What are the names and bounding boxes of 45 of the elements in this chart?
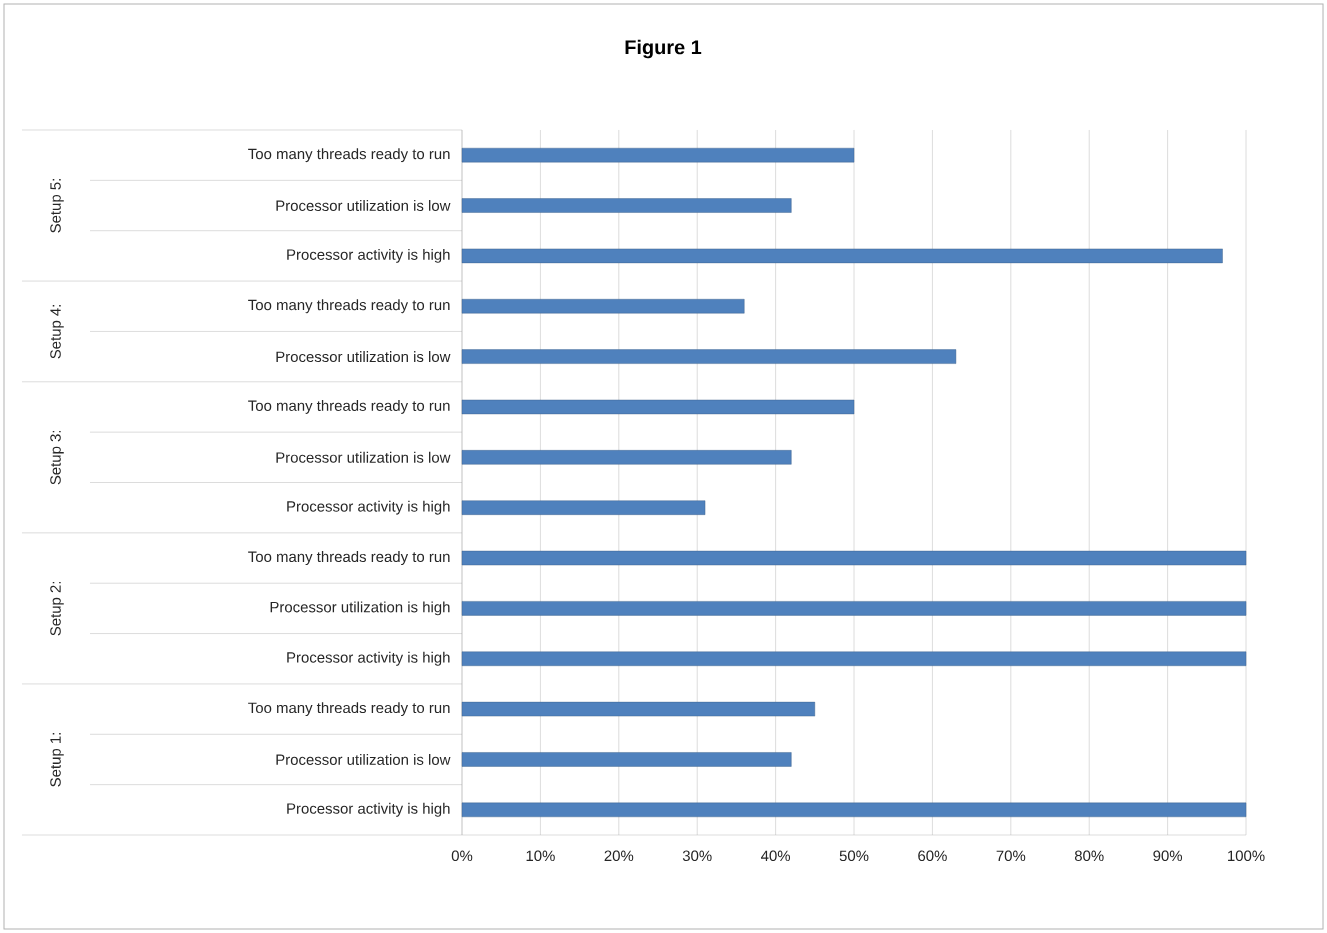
bar: [461, 198, 792, 213]
x-tick-label: 20%: [604, 850, 634, 862]
y-tick-label: Processor utilization is low: [276, 351, 451, 363]
x-tick-label: 70%: [996, 850, 1026, 862]
bar: [461, 802, 1247, 818]
x-tick-label: 90%: [1153, 850, 1183, 862]
y-tick-label: Too many threads ready to run: [248, 148, 450, 163]
y-tick-label: Too many threads ready to run: [248, 299, 450, 314]
bar: [461, 651, 1247, 666]
bar: [461, 147, 855, 163]
bar: [461, 752, 792, 767]
bar: [461, 550, 1247, 566]
y-tick-label: Processor activity is high: [287, 248, 450, 263]
y-tick-label: Processor utilization is low: [276, 753, 451, 765]
y-tick-label: Processor activity is high: [287, 802, 450, 817]
y-tick-label: Processor activity is high: [287, 651, 450, 666]
bar: [461, 601, 1247, 616]
x-tick-label: 80%: [1074, 850, 1104, 862]
chart-title: Figure 1: [625, 39, 702, 59]
bar: [461, 248, 1223, 264]
bar: [461, 500, 706, 515]
text: Setup 5:: [50, 179, 64, 233]
x-tick-label: 50%: [839, 850, 869, 862]
y-tick-label: Too many threads ready to run: [248, 551, 450, 565]
y-tick-label: Processor utilization is low: [276, 451, 451, 463]
x-tick-label: 30%: [682, 850, 712, 862]
x-tick-label: 60%: [918, 850, 947, 862]
x-tick-label: 40%: [761, 850, 791, 862]
y-tick-label: Processor utilization is low: [276, 200, 451, 212]
y-tick-label: Too many threads ready to run: [248, 702, 450, 717]
bar: [461, 701, 816, 717]
x-tick-label: 100%: [1228, 850, 1265, 862]
text: Setup 3:: [50, 430, 64, 485]
bar: [461, 299, 745, 314]
text: Setup 1:: [50, 733, 64, 787]
x-tick-label: 10%: [526, 850, 555, 862]
y-tick-label: Processor utilization is high: [270, 601, 450, 616]
text: Setup 2:: [50, 581, 64, 636]
bar: [461, 450, 792, 465]
bar: [461, 349, 957, 364]
y-tick-label: Too many threads ready to run: [248, 400, 450, 414]
bar: [461, 399, 855, 415]
y-tick-label: Processor activity is high: [287, 500, 450, 515]
text: Setup 4:: [50, 304, 64, 359]
x-tick-label: 0%: [451, 850, 473, 862]
